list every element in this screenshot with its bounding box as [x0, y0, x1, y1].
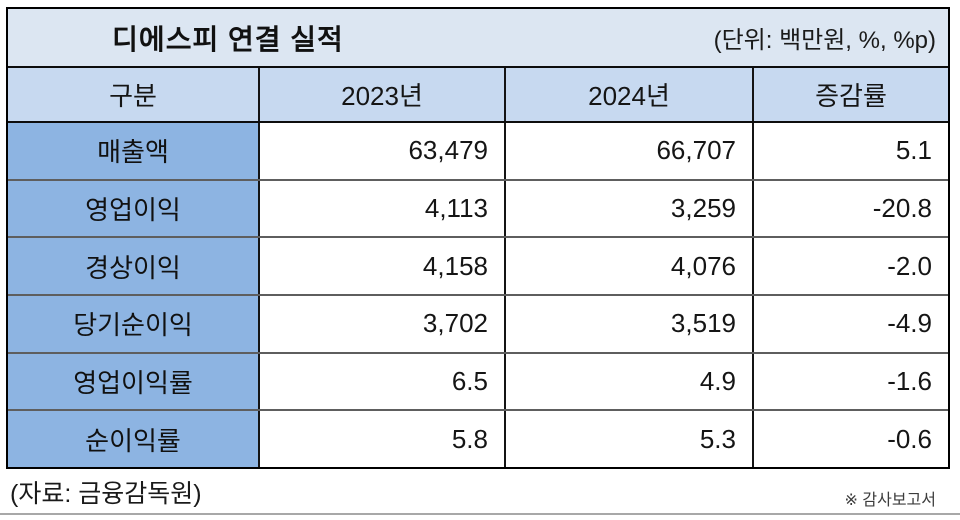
- table-row-net-margin: 순이익률 5.8 5.3 -0.6: [8, 409, 948, 468]
- value-cell-change: -0.6: [752, 411, 948, 468]
- value-cell-2023: 4,113: [258, 180, 504, 237]
- results-table: 디에스피 연결 실적 (단위: 백만원, %, %p) 구분 2023년 202…: [6, 7, 950, 469]
- value-cell-change: 5.1: [752, 123, 948, 179]
- value-cell-2023: 63,479: [258, 123, 504, 179]
- bottom-divider: [0, 513, 960, 515]
- row-label: 경상이익: [8, 238, 258, 295]
- header-label: 2023년: [341, 81, 423, 111]
- header-label: 2024년: [588, 81, 670, 111]
- table-title: 디에스피 연결 실적: [112, 23, 344, 55]
- value-cell-2024: 5.3: [504, 411, 752, 468]
- value-cell-2024: 3,519: [504, 296, 752, 352]
- header-label: 구분: [109, 81, 157, 111]
- header-label: 증감률: [815, 81, 887, 111]
- table-row-revenue: 매출액 63,479 66,707 5.1: [8, 121, 948, 179]
- value-cell-2024: 4.9: [504, 353, 752, 410]
- unit-note-container: (단위: 백만원, %, %p): [448, 20, 948, 55]
- unit-note: (단위: 백만원, %, %p): [713, 27, 936, 54]
- audit-report-note: ※ 감사보고서: [844, 492, 936, 509]
- row-label: 순이익률: [8, 411, 258, 468]
- footer: (자료: 금융감독원) ※ 감사보고서: [6, 472, 950, 512]
- value-cell-2023: 6.5: [258, 353, 504, 410]
- table-row-operating-margin: 영업이익률 6.5 4.9 -1.6: [8, 351, 948, 410]
- value-cell-2023: 4,158: [258, 238, 504, 295]
- value-cell-2024: 3,259: [504, 180, 752, 237]
- value-cell-change: -2.0: [752, 238, 948, 295]
- table-row-net-income: 당기순이익 3,702 3,519 -4.9: [8, 294, 948, 352]
- table-header-row: 구분 2023년 2024년 증감률: [8, 66, 948, 121]
- row-label: 당기순이익: [8, 296, 258, 352]
- header-cell-2023: 2023년: [258, 68, 504, 121]
- row-label: 영업이익: [8, 180, 258, 237]
- value-cell-change: -4.9: [752, 296, 948, 352]
- table-title-container: 디에스피 연결 실적: [8, 18, 448, 58]
- row-label: 매출액: [8, 123, 258, 179]
- value-cell-2024: 66,707: [504, 123, 752, 179]
- value-cell-change: -20.8: [752, 180, 948, 237]
- header-cell-change: 증감률: [752, 68, 948, 121]
- header-cell-category: 구분: [8, 68, 258, 121]
- table-row-ordinary-profit: 경상이익 4,158 4,076 -2.0: [8, 236, 948, 295]
- table-row-operating-profit: 영업이익 4,113 3,259 -20.8: [8, 178, 948, 237]
- row-label: 영업이익률: [8, 353, 258, 410]
- table-title-row: 디에스피 연결 실적 (단위: 백만원, %, %p): [8, 9, 948, 66]
- value-cell-2023: 5.8: [258, 411, 504, 468]
- source-note: (자료: 금융감독원): [10, 480, 202, 508]
- value-cell-2023: 3,702: [258, 296, 504, 352]
- value-cell-change: -1.6: [752, 353, 948, 410]
- header-cell-2024: 2024년: [504, 68, 752, 121]
- value-cell-2024: 4,076: [504, 238, 752, 295]
